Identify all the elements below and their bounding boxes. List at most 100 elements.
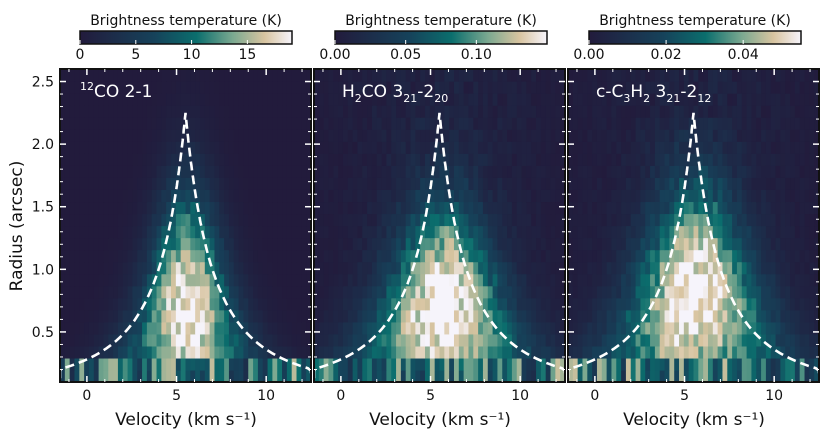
- heatmap-cell: [108, 93, 114, 106]
- heatmap-cell: [587, 93, 593, 106]
- heatmap-cell: [175, 225, 182, 239]
- heatmap-cell: [463, 117, 470, 130]
- heatmap-cell: [775, 141, 781, 154]
- heatmap-cell: [142, 117, 148, 130]
- heatmap-cell: [449, 81, 455, 94]
- heatmap-cell: [190, 249, 196, 263]
- heatmap-cell: [669, 93, 675, 106]
- heatmap-cell: [342, 345, 349, 359]
- heatmap-cell: [69, 213, 76, 227]
- heatmap-cell: [592, 249, 598, 263]
- heatmap-cell: [262, 357, 269, 371]
- heatmap-cell: [712, 261, 719, 275]
- heatmap-cell: [64, 237, 71, 251]
- heatmap-cell: [301, 357, 307, 371]
- heatmap-cell: [291, 369, 298, 383]
- heatmap-cell: [425, 321, 431, 335]
- heatmap-cell: [166, 345, 172, 359]
- heatmap-cell: [804, 249, 810, 263]
- heatmap-cell: [386, 153, 392, 166]
- heatmap-cell: [741, 237, 748, 251]
- heatmap-cell: [151, 93, 158, 106]
- heatmap-cell: [69, 165, 76, 178]
- heatmap-cell: [587, 129, 593, 142]
- heatmap-cell: [98, 177, 105, 190]
- heatmap-cell: [180, 105, 187, 118]
- heatmap-cell: [146, 105, 153, 118]
- heatmap-cell: [185, 189, 191, 203]
- heatmap-cell: [540, 177, 547, 190]
- heatmap-cell: [717, 369, 724, 383]
- heatmap-cell: [712, 153, 719, 166]
- heatmap-cell: [352, 309, 359, 323]
- heatmap-cell: [69, 105, 76, 118]
- heatmap-cell: [410, 369, 416, 383]
- heatmap-cell: [219, 309, 225, 323]
- heatmap-cell: [703, 153, 709, 166]
- heatmap-cell: [611, 321, 617, 335]
- heatmap-cell: [741, 249, 748, 263]
- heatmap-cell: [371, 81, 378, 94]
- heatmap-cell: [587, 165, 593, 178]
- heatmap-cell: [84, 297, 90, 311]
- panel-3-label-part-5: 3: [650, 82, 666, 102]
- heatmap-cell: [400, 69, 407, 82]
- heatmap-cell: [664, 213, 670, 227]
- heatmap-cell: [195, 129, 201, 142]
- heatmap-cell: [357, 189, 363, 203]
- heatmap-cell: [190, 369, 196, 383]
- heatmap-cell: [376, 357, 383, 371]
- heatmap-cell: [439, 153, 445, 166]
- heatmap-cell: [531, 213, 537, 227]
- heatmap-cell: [746, 225, 753, 239]
- heatmap-cell: [185, 357, 191, 371]
- heatmap-cell: [502, 273, 508, 287]
- heatmap-cell: [497, 153, 503, 166]
- heatmap-cell: [79, 261, 85, 275]
- heatmap-cell: [301, 237, 307, 251]
- heatmap-cell: [103, 309, 109, 323]
- heatmap-cell: [478, 237, 484, 251]
- heatmap-cell: [550, 261, 556, 275]
- heatmap-cell: [219, 189, 225, 203]
- heatmap-cell: [511, 177, 518, 190]
- heatmap-cell: [804, 309, 810, 323]
- heatmap-cell: [161, 81, 167, 94]
- heatmap-cell: [333, 105, 339, 118]
- heatmap-cell: [545, 177, 552, 190]
- heatmap-cell: [272, 93, 278, 106]
- heatmap-cell: [199, 129, 206, 142]
- heatmap-cell: [707, 117, 714, 130]
- heatmap-cell: [511, 141, 518, 154]
- heatmap-cell: [195, 177, 201, 190]
- heatmap-cell: [482, 153, 489, 166]
- heatmap-cell: [243, 117, 249, 130]
- heatmap-cell: [420, 321, 426, 335]
- heatmap-cell: [560, 141, 566, 154]
- heatmap-cell: [371, 357, 378, 371]
- heatmap-cell: [635, 153, 642, 166]
- heatmap-cell: [391, 105, 397, 118]
- heatmap-cell: [333, 321, 339, 335]
- heatmap-cell: [492, 225, 499, 239]
- heatmap-cell: [458, 105, 465, 118]
- heatmap-cell: [166, 213, 172, 227]
- heatmap-cell: [785, 225, 791, 239]
- heatmap-cell: [640, 189, 646, 203]
- heatmap-cell: [214, 285, 220, 299]
- heatmap-cell: [611, 333, 617, 347]
- heatmap-cell: [790, 189, 796, 203]
- heatmap-cell: [267, 321, 273, 335]
- heatmap-cell: [536, 141, 542, 154]
- heatmap-cell: [560, 285, 566, 299]
- heatmap-cell: [640, 213, 646, 227]
- heatmap-cell: [195, 333, 201, 347]
- heatmap-cell: [357, 285, 363, 299]
- heatmap-cell: [568, 333, 574, 347]
- heatmap-cell: [712, 201, 719, 215]
- heatmap-cell: [463, 153, 470, 166]
- heatmap-cell: [611, 261, 617, 275]
- heatmap-cell: [439, 201, 445, 215]
- heatmap-cell: [434, 153, 441, 166]
- heatmap-cell: [171, 93, 177, 106]
